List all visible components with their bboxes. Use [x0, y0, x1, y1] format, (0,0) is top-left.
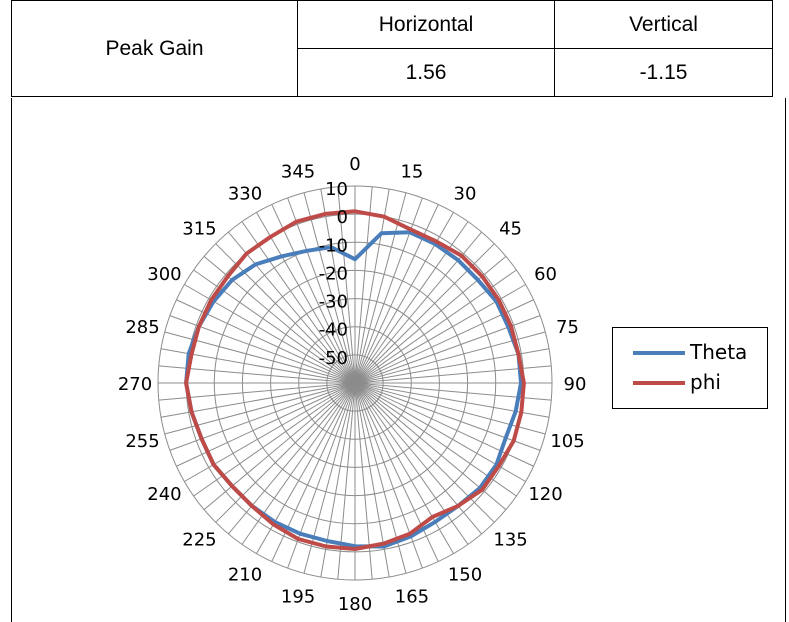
legend-item-phi: phi: [613, 368, 767, 398]
grid-spoke-75: [354, 331, 546, 384]
angle-label-135: 135: [493, 530, 527, 551]
angle-label-255: 255: [125, 431, 159, 452]
frame-right-border: [785, 98, 786, 622]
angle-label-285: 285: [125, 317, 159, 338]
series-line-phi: [184, 209, 526, 551]
grid-spoke-220: [227, 382, 356, 535]
grid-spoke-155: [354, 382, 439, 562]
angle-label-60: 60: [534, 264, 557, 285]
grid-spoke-205: [271, 382, 356, 562]
angle-label-30: 30: [454, 183, 477, 204]
angle-label-0: 0: [349, 154, 360, 175]
grid-spoke-5: [354, 186, 373, 384]
grid-spoke-350: [320, 188, 356, 384]
grid-spoke-225: [215, 382, 356, 523]
angle-label-315: 315: [182, 218, 216, 239]
vertical-value: -1.15: [554, 48, 773, 97]
angle-label-105: 105: [550, 431, 584, 452]
grid-spoke-335: [271, 204, 356, 384]
angle-label-345: 345: [281, 161, 315, 182]
angle-label-210: 210: [228, 565, 262, 586]
grid-spoke-355: [337, 186, 356, 384]
radial-tick-label-2: -10: [319, 235, 348, 256]
grid-spoke-255: [164, 382, 356, 435]
grid-spoke-115: [354, 382, 534, 467]
grid-spoke-330: [256, 212, 356, 384]
legend-label-phi: phi: [690, 370, 721, 394]
angle-label-300: 300: [147, 264, 181, 285]
chart-legend: Theta phi: [612, 327, 768, 409]
grid-spoke-110: [354, 382, 541, 451]
angle-label-330: 330: [228, 183, 262, 204]
angle-label-15: 15: [400, 161, 423, 182]
grid-spoke-265: [158, 382, 356, 401]
angle-label-165: 165: [395, 587, 429, 608]
angle-label-180: 180: [338, 594, 372, 615]
angle-label-195: 195: [281, 587, 315, 608]
angle-label-75: 75: [556, 317, 579, 338]
legend-item-theta: Theta: [613, 338, 767, 368]
grid-spoke-15: [354, 192, 407, 384]
grid-spoke-340: [287, 197, 356, 384]
angle-label-270: 270: [118, 374, 152, 395]
radial-tick-label-1: 0: [337, 207, 348, 228]
angle-label-90: 90: [564, 374, 587, 395]
radial-tick-label-6: -50: [319, 348, 348, 369]
radial-tick-label-0: 10: [325, 179, 348, 200]
grid-spoke-320: [227, 231, 356, 384]
legend-swatch-theta: [633, 351, 685, 355]
grid-spoke-325: [241, 221, 356, 384]
grid-spoke-140: [354, 382, 483, 535]
grid-spoke-345: [303, 192, 356, 384]
grid-spoke-145: [354, 382, 469, 545]
angle-label-240: 240: [147, 484, 181, 505]
grid-spoke-315: [215, 243, 356, 384]
radial-tick-label-5: -40: [319, 320, 348, 341]
radial-tick-label-4: -30: [319, 292, 348, 313]
angle-label-150: 150: [448, 565, 482, 586]
series-line-theta: [184, 230, 523, 549]
horizontal-value: 1.56: [297, 48, 555, 97]
legend-swatch-phi: [633, 381, 685, 385]
legend-label-theta: Theta: [690, 340, 748, 364]
grid-spoke-105: [354, 382, 546, 435]
angle-label-225: 225: [182, 530, 216, 551]
grid-spoke-10: [354, 188, 390, 384]
angle-label-120: 120: [528, 484, 562, 505]
grid-spoke-245: [176, 382, 356, 467]
peak-gain-table: Peak Gain Horizontal Vertical 1.56 -1.15: [11, 0, 773, 97]
frame-left-border: [11, 98, 12, 622]
radial-tick-label-3: -20: [319, 263, 348, 284]
grid-spoke-150: [354, 382, 454, 554]
grid-spoke-275: [158, 365, 356, 384]
grid-spoke-235: [193, 382, 356, 497]
grid-spoke-230: [203, 382, 356, 511]
horizontal-header: Horizontal: [297, 0, 555, 49]
peak-gain-label: Peak Gain: [11, 0, 298, 97]
grid-spoke-65: [354, 299, 534, 384]
grid-spoke-215: [241, 382, 356, 545]
angle-label-45: 45: [499, 218, 522, 239]
